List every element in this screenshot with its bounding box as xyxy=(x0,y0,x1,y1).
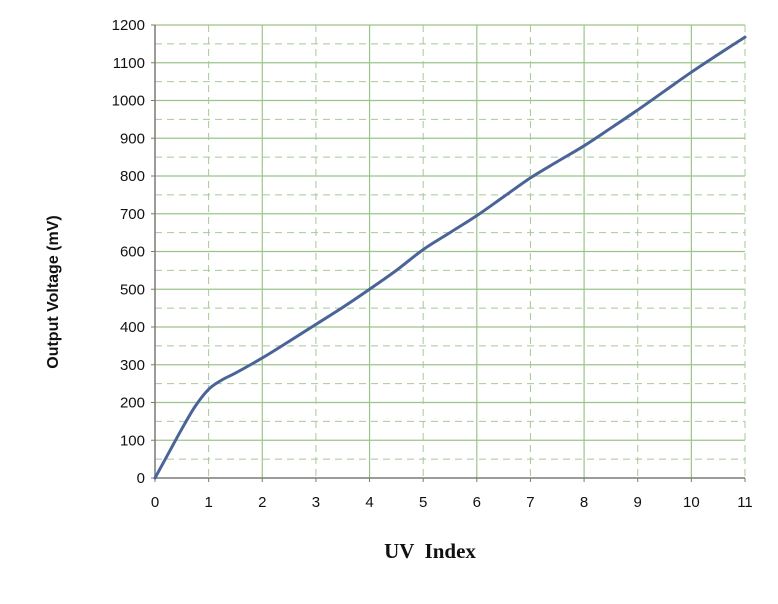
x-tick-label: 8 xyxy=(580,494,588,511)
y-tick-label: 1200 xyxy=(112,17,145,34)
y-tick-label: 400 xyxy=(120,319,145,336)
y-tick-label: 300 xyxy=(120,357,145,374)
y-tick-label: 900 xyxy=(120,130,145,147)
x-tick-label: 7 xyxy=(526,494,534,511)
y-tick-label: 600 xyxy=(120,244,145,261)
tick-labels: 0100200300400500600700800900100011001200… xyxy=(112,17,753,511)
y-tick-label: 1100 xyxy=(113,55,145,72)
x-tick-label: 3 xyxy=(312,494,320,511)
x-tick-label: 9 xyxy=(634,494,642,511)
y-axis-title: Output Voltage (mV) xyxy=(45,215,62,368)
x-tick-label: 1 xyxy=(204,494,212,511)
y-tick-label: 500 xyxy=(120,281,145,298)
y-tick-label: 700 xyxy=(120,206,145,223)
y-tick-label: 0 xyxy=(137,470,145,487)
x-tick-label: 10 xyxy=(683,494,700,511)
series-line xyxy=(153,35,747,480)
data-series xyxy=(153,35,747,480)
x-tick-label: 0 xyxy=(151,494,159,511)
x-tick-label: 4 xyxy=(365,494,373,511)
axes xyxy=(151,24,746,482)
x-axis-title: UV Index xyxy=(384,539,476,563)
x-tick-label: 2 xyxy=(258,494,266,511)
y-tick-label: 200 xyxy=(120,395,145,412)
x-tick-label: 5 xyxy=(419,494,427,511)
y-tick-label: 100 xyxy=(120,432,145,449)
x-tick-label: 6 xyxy=(473,494,481,511)
grid xyxy=(155,24,746,478)
y-tick-label: 1000 xyxy=(112,93,145,110)
x-tick-label: 11 xyxy=(737,494,753,511)
y-tick-label: 800 xyxy=(120,168,145,185)
